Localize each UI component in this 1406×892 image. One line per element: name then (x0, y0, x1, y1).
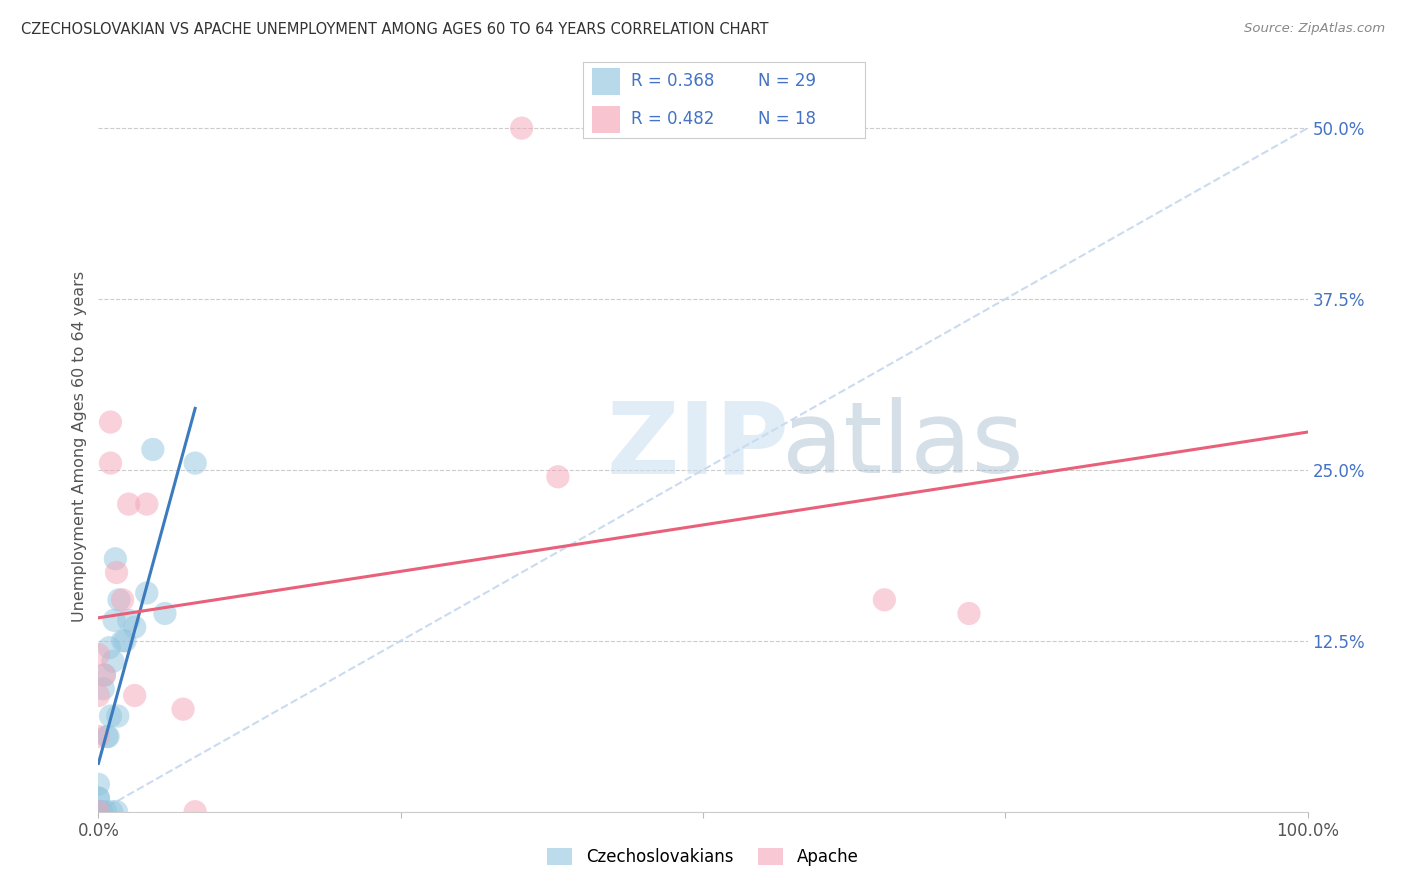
Y-axis label: Unemployment Among Ages 60 to 64 years: Unemployment Among Ages 60 to 64 years (72, 270, 87, 622)
Point (184, 805, 207, 819)
Point (118, 497, 141, 511)
Point (118, 613, 141, 627)
Point (124, 689, 146, 703)
Point (135, 497, 157, 511)
Point (87, 791, 110, 805)
Point (91, 681, 114, 696)
Point (510, 121, 533, 136)
Point (135, 586, 157, 600)
Point (100, 415, 122, 429)
Point (87, 805, 110, 819)
Point (87, 791, 110, 805)
Legend: Czechoslovakians, Apache: Czechoslovakians, Apache (541, 841, 865, 873)
Point (87, 777, 110, 791)
Text: R = 0.368: R = 0.368 (631, 72, 714, 90)
Point (94, 805, 117, 819)
Point (957, 607, 980, 621)
Point (107, 709, 129, 723)
Point (108, 592, 131, 607)
Point (100, 805, 122, 819)
Point (96, 730, 118, 744)
Point (97, 730, 120, 744)
Point (91, 805, 114, 819)
Point (184, 456, 207, 470)
Point (547, 469, 569, 483)
Point (100, 709, 122, 723)
Point (873, 592, 896, 607)
Bar (592, 68, 620, 95)
Point (114, 633, 136, 648)
Point (104, 551, 127, 566)
Point (142, 442, 165, 457)
Point (87, 805, 110, 819)
Point (87, 805, 110, 819)
Text: N = 18: N = 18 (758, 111, 815, 128)
Point (100, 456, 122, 470)
Point (101, 654, 124, 668)
Text: ZIP: ZIP (606, 398, 789, 494)
Text: R = 0.482: R = 0.482 (631, 111, 714, 128)
Point (87, 805, 110, 819)
Point (87, 648, 110, 662)
Point (172, 702, 194, 716)
Point (87, 689, 110, 703)
Text: Source: ZipAtlas.com: Source: ZipAtlas.com (1244, 22, 1385, 36)
Point (153, 607, 176, 621)
Point (105, 805, 128, 819)
Point (93, 668, 115, 682)
Point (111, 592, 134, 607)
Text: atlas: atlas (782, 398, 1024, 494)
Point (111, 633, 134, 648)
Point (87, 730, 110, 744)
Text: CZECHOSLOVAKIAN VS APACHE UNEMPLOYMENT AMONG AGES 60 TO 64 YEARS CORRELATION CHA: CZECHOSLOVAKIAN VS APACHE UNEMPLOYMENT A… (21, 22, 769, 37)
Point (103, 613, 125, 627)
Point (98, 640, 121, 655)
Point (105, 566, 128, 580)
Bar (592, 105, 620, 133)
Point (124, 620, 146, 634)
Text: N = 29: N = 29 (758, 72, 815, 90)
Point (93, 668, 115, 682)
